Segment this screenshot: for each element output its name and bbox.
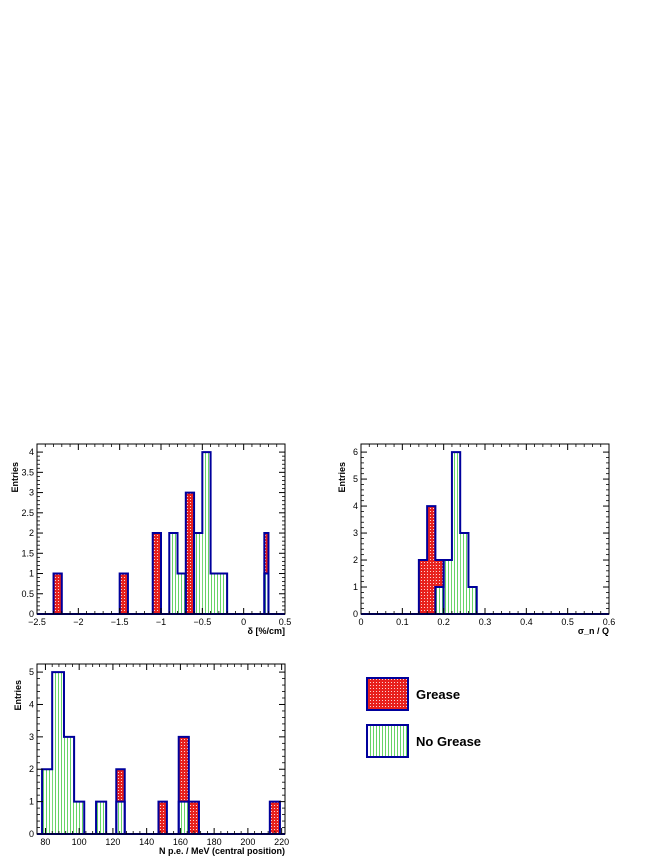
y-tick-label: 2 bbox=[29, 528, 34, 538]
x-tick-label: 0.4 bbox=[520, 617, 533, 627]
x-tick-label: 100 bbox=[72, 837, 87, 847]
bar-no-grease bbox=[443, 560, 452, 614]
x-tick-label: −2.5 bbox=[28, 617, 46, 627]
bar-no-grease bbox=[116, 801, 125, 834]
x-tick-label: 120 bbox=[105, 837, 120, 847]
y-tick-label: 5 bbox=[353, 474, 358, 484]
histogram-sigma-over-q: 0 0.1 0.2 0.3 0.4 0.5 0.6 0 1 2 3 4 5 6 σ_n / Q Entries bbox=[337, 443, 616, 636]
series-outline-grease bbox=[52, 491, 270, 614]
bar-no-grease bbox=[96, 801, 107, 834]
y-tick-label: 1 bbox=[29, 569, 34, 579]
bar-no-grease bbox=[451, 452, 461, 614]
histogram-npe-per-mev: 80 100 120 140 160 180 200 220 0 1 2 3 4 5 N p.e. / Me… bbox=[13, 663, 289, 856]
bar-no-grease bbox=[264, 573, 269, 614]
x-axis-title: σ_n / Q bbox=[578, 626, 609, 636]
bar-grease bbox=[158, 801, 167, 834]
plot-frame bbox=[36, 663, 286, 835]
x-tick-label: 0.2 bbox=[437, 617, 450, 627]
y-axis-title: Entries bbox=[13, 680, 23, 711]
bar-no-grease bbox=[169, 533, 178, 614]
legend-swatch-no-grease bbox=[366, 724, 409, 758]
plot-frame bbox=[360, 443, 610, 615]
bar-no-grease bbox=[178, 801, 189, 834]
y-tick-label: 6 bbox=[353, 447, 358, 457]
bar-no-grease bbox=[460, 533, 469, 614]
series-outline-grease bbox=[115, 735, 281, 834]
bar-grease bbox=[185, 492, 195, 614]
y-tick-label: 2 bbox=[29, 764, 34, 774]
x-tick-label: 220 bbox=[274, 837, 289, 847]
histogram-delta: −2.5 −2 −1.5 −1 −0.5 0 0.5 0 0.5 1 1.5 2 2.5 3 3.5 4 δ [… bbox=[10, 443, 292, 636]
legend: Grease No Grease bbox=[366, 677, 481, 758]
bar-no-grease bbox=[468, 587, 477, 614]
series-outline-grease bbox=[417, 505, 445, 614]
series-outline-no-grease bbox=[434, 451, 478, 614]
y-tick-label: 1 bbox=[353, 582, 358, 592]
x-tick-label: 200 bbox=[240, 837, 255, 847]
y-tick-label: 3 bbox=[353, 528, 358, 538]
series-outline-no-grease bbox=[168, 451, 270, 614]
bar-no-grease bbox=[52, 672, 64, 834]
x-axis-title: δ [%/cm] bbox=[248, 626, 285, 636]
x-tick-label: −0.5 bbox=[193, 617, 211, 627]
x-tick-label: 0.5 bbox=[561, 617, 574, 627]
y-tick-label: 0 bbox=[29, 609, 34, 619]
x-axis-title: N p.e. / MeV (central position) bbox=[159, 846, 285, 856]
bar-no-grease bbox=[202, 452, 211, 614]
bar-grease bbox=[152, 533, 161, 614]
x-tick-label: 0.3 bbox=[479, 617, 492, 627]
y-tick-label: 1.5 bbox=[21, 548, 34, 558]
x-tick-label: 0 bbox=[241, 617, 246, 627]
legend-swatch-grease bbox=[366, 677, 409, 711]
y-tick-label: 5 bbox=[29, 667, 34, 677]
x-tick-label: 0 bbox=[358, 617, 363, 627]
y-tick-label: 0 bbox=[353, 609, 358, 619]
x-tick-label: 80 bbox=[40, 837, 50, 847]
series-outline-no-grease bbox=[41, 671, 190, 834]
bar-grease bbox=[188, 801, 199, 834]
x-tick-label: 180 bbox=[207, 837, 222, 847]
y-axis-title: Entries bbox=[10, 462, 20, 493]
y-tick-label: 3.5 bbox=[21, 467, 34, 477]
y-tick-label: 4 bbox=[29, 447, 34, 457]
x-tick-label: 0.1 bbox=[396, 617, 409, 627]
bar-no-grease bbox=[74, 801, 85, 834]
y-tick-label: 0.5 bbox=[21, 589, 34, 599]
x-tick-label: −1.5 bbox=[111, 617, 129, 627]
x-tick-label: −1 bbox=[156, 617, 166, 627]
x-tick-label: 0.5 bbox=[279, 617, 292, 627]
bar-grease bbox=[119, 573, 128, 614]
bar-no-grease bbox=[63, 736, 75, 834]
x-tick-label: 140 bbox=[139, 837, 154, 847]
y-tick-label: 2 bbox=[353, 555, 358, 565]
bar-no-grease bbox=[435, 587, 444, 614]
y-tick-label: 0 bbox=[29, 829, 34, 839]
y-tick-label: 3 bbox=[29, 732, 34, 742]
y-tick-label: 2.5 bbox=[21, 508, 34, 518]
y-tick-label: 3 bbox=[29, 488, 34, 498]
bar-grease bbox=[427, 506, 436, 614]
bar-grease bbox=[53, 573, 62, 614]
y-tick-label: 4 bbox=[29, 699, 34, 709]
bar-no-grease bbox=[210, 573, 228, 614]
y-axis-title: Entries bbox=[337, 462, 347, 493]
bar-no-grease bbox=[194, 533, 203, 614]
bar-grease bbox=[178, 736, 189, 834]
bar-no-grease bbox=[42, 769, 53, 834]
legend-label-no-grease: No Grease bbox=[416, 734, 481, 749]
bar-grease bbox=[418, 560, 428, 614]
x-tick-label: 0.6 bbox=[603, 617, 616, 627]
y-tick-label: 1 bbox=[29, 797, 34, 807]
bar-grease bbox=[269, 801, 280, 834]
bar-no-grease bbox=[177, 573, 186, 614]
x-tick-label: −2 bbox=[73, 617, 83, 627]
x-tick-label: 160 bbox=[173, 837, 188, 847]
y-tick-label: 4 bbox=[353, 501, 358, 511]
legend-label-grease: Grease bbox=[416, 687, 460, 702]
